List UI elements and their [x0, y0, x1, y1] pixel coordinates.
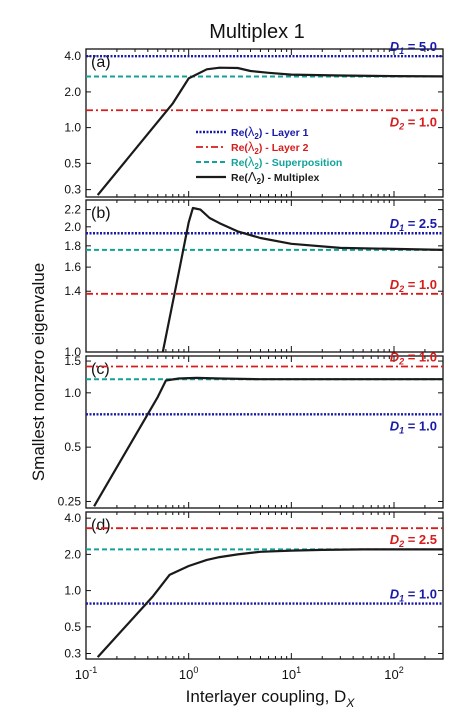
y-tick-label: 2.0: [64, 220, 81, 234]
y-axis-label: Smallest nonzero eigenvalue: [29, 263, 48, 481]
y-tick-label: 0.5: [64, 440, 81, 454]
y-tick-label: 1.6: [64, 260, 81, 274]
y-tick-label: 2.0: [64, 85, 81, 99]
panel-b: 1.0 1.4 1.6 1.8 2.0 2.2 (b) D1 = 2.5 D2 = 1.0: [64, 199, 444, 359]
y-tick-label: 4.0: [64, 511, 81, 525]
y-tick-label: 1.0: [64, 386, 81, 400]
hline-label-layer2: D2 = 1.0: [390, 114, 437, 131]
panel-label: (c): [91, 361, 110, 378]
hline-label-layer1: D1 = 1.0: [390, 418, 437, 435]
chart-title: Multiplex 1: [209, 21, 305, 43]
panel-frame: [85, 355, 444, 509]
panel-frame: [85, 48, 444, 198]
y-tick-label: 0.3: [64, 183, 81, 197]
y-tick-label: 1.5: [64, 354, 81, 368]
y-tick-label: 2.0: [64, 547, 81, 561]
legend-entry-multiplex: Re(Λ2) - Multiplex: [231, 169, 320, 186]
y-tick-label: 0.5: [64, 156, 81, 170]
y-tick-label: 0.25: [58, 494, 82, 508]
hline-label-layer1: D1 = 1.0: [390, 587, 437, 604]
y-tick-label: 0.5: [64, 620, 81, 634]
panel-a: 0.3 0.5 1.0 2.0 4.0 (a) D1 = 5.0 D2 = 1.0 Re(λ2)…: [64, 39, 444, 198]
panel-d: 0.3 0.5 1.0 2.0 4.0 (d) D2 = 2.5 D1 = 1.0: [64, 511, 444, 660]
y-tick-label: 1.8: [64, 239, 81, 253]
y-tick-label: 2.2: [64, 203, 81, 217]
y-tick-label: 1.0: [64, 345, 81, 359]
hline-label-layer1: D1 = 2.5: [390, 216, 437, 233]
x-tick-label: 10-1: [75, 665, 97, 682]
x-tick-label: 100: [179, 665, 198, 682]
x-axis-label: Interlayer coupling, DX: [186, 687, 356, 708]
panel-frame: [85, 199, 444, 353]
hline-label-layer2: D2 = 1.0: [390, 277, 437, 294]
legend-entry-layer2: Re(λ2) - Layer 2: [231, 139, 309, 156]
y-tick-label: 1.4: [64, 284, 81, 298]
hline-label-layer1: D1 = 5.0: [390, 39, 437, 56]
x-tick-label: 101: [282, 665, 301, 682]
multiplex-curve: [161, 206, 443, 352]
panel-label: (a): [91, 54, 111, 71]
legend-entry-superposition: Re(λ2) - Superposition: [231, 154, 342, 171]
panel-c: 0.25 0.5 1.0 1.5 (c) D2 = 1.0 D1 = 1.0: [58, 349, 444, 509]
hline-label-layer2: D2 = 1.0: [390, 349, 437, 366]
hline-label-layer2: D2 = 2.5: [390, 532, 437, 549]
multiplex-curve: [93, 376, 443, 507]
y-tick-label: 4.0: [64, 49, 81, 63]
panels: 0.3 0.5 1.0 2.0 4.0 (a) D1 = 5.0 D2 = 1.0 Re(λ2)…: [58, 39, 444, 660]
panel-label: (b): [91, 205, 111, 222]
y-tick-label: 1.0: [64, 584, 81, 598]
legend-entry-layer1: Re(λ2) - Layer 1: [231, 124, 309, 141]
panel-frame: [85, 511, 444, 660]
multiplex-curve: [96, 66, 443, 196]
multiplex-curve: [96, 548, 443, 658]
y-tick-label: 0.3: [64, 646, 81, 660]
legend: Re(λ2) - Layer 1Re(λ2) - Layer 2Re(λ2) -…: [196, 124, 342, 186]
x-tick-label: 102: [384, 665, 403, 682]
y-tick-label: 1.0: [64, 121, 81, 135]
panel-label: (d): [91, 517, 111, 534]
